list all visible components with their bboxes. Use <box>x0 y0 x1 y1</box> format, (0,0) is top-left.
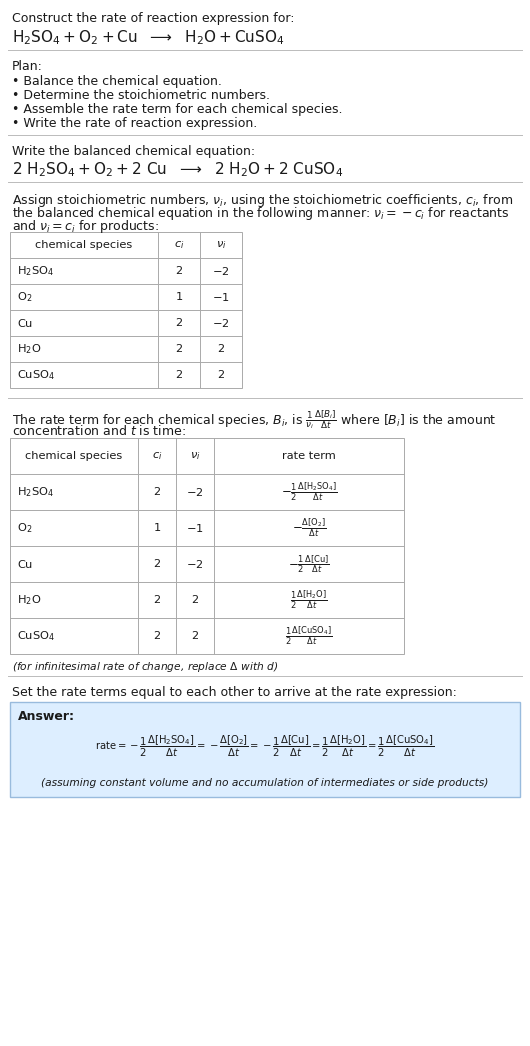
Text: Answer:: Answer: <box>18 710 75 723</box>
Text: $\mathrm{H_2SO_4}$: $\mathrm{H_2SO_4}$ <box>17 264 54 278</box>
Text: 2: 2 <box>154 631 161 641</box>
Text: (for infinitesimal rate of change, replace $\Delta$ with $d$): (for infinitesimal rate of change, repla… <box>12 660 278 674</box>
Text: 1: 1 <box>175 292 183 302</box>
Text: • Assemble the rate term for each chemical species.: • Assemble the rate term for each chemic… <box>12 103 342 116</box>
Text: $\mathrm{H_2O}$: $\mathrm{H_2O}$ <box>17 342 41 356</box>
Text: the balanced chemical equation in the following manner: $\nu_i = -c_i$ for react: the balanced chemical equation in the fo… <box>12 205 509 222</box>
Text: $\mathrm{H_2O}$: $\mathrm{H_2O}$ <box>17 593 41 607</box>
Text: Construct the rate of reaction expression for:: Construct the rate of reaction expressio… <box>12 12 295 25</box>
Text: 2: 2 <box>175 344 182 354</box>
Bar <box>10 438 404 654</box>
FancyBboxPatch shape <box>10 702 520 797</box>
Text: $\mathrm{O_2}$: $\mathrm{O_2}$ <box>17 290 32 304</box>
Text: 1: 1 <box>153 523 161 533</box>
Text: $\mathrm{Cu}$: $\mathrm{Cu}$ <box>17 317 33 329</box>
Text: • Determine the stoichiometric numbers.: • Determine the stoichiometric numbers. <box>12 89 270 103</box>
Text: $\mathrm{2\ H_2SO_4 + O_2 + 2\ Cu\ \ \longrightarrow\ \ 2\ H_2O + 2\ CuSO_4}$: $\mathrm{2\ H_2SO_4 + O_2 + 2\ Cu\ \ \lo… <box>12 160 343 179</box>
Text: $c_i$: $c_i$ <box>174 240 184 251</box>
Text: $\mathrm{H_2SO_4}$: $\mathrm{H_2SO_4}$ <box>17 485 54 499</box>
Text: 2: 2 <box>191 595 199 605</box>
Text: $\mathrm{CuSO_4}$: $\mathrm{CuSO_4}$ <box>17 368 55 382</box>
Text: $\frac{1}{2}\frac{\Delta[\mathrm{CuSO_4}]}{\Delta t}$: $\frac{1}{2}\frac{\Delta[\mathrm{CuSO_4}… <box>285 624 333 647</box>
Text: $\mathrm{O_2}$: $\mathrm{O_2}$ <box>17 521 32 535</box>
Text: rate term: rate term <box>282 451 336 461</box>
Text: $-$2: $-$2 <box>212 265 230 277</box>
Text: $\mathrm{rate} = -\dfrac{1}{2}\dfrac{\Delta[\mathrm{H_2SO_4}]}{\Delta t} = -\dfr: $\mathrm{rate} = -\dfrac{1}{2}\dfrac{\De… <box>95 734 435 759</box>
Bar <box>10 232 242 388</box>
Text: 2: 2 <box>154 595 161 605</box>
Text: 2: 2 <box>217 370 225 380</box>
Text: $\mathrm{CuSO_4}$: $\mathrm{CuSO_4}$ <box>17 629 55 643</box>
Text: $-$2: $-$2 <box>212 317 230 329</box>
Text: $\mathrm{Cu}$: $\mathrm{Cu}$ <box>17 558 33 570</box>
Text: 2: 2 <box>175 370 182 380</box>
Text: $-$1: $-$1 <box>212 291 230 303</box>
Text: 2: 2 <box>154 559 161 569</box>
Text: 2: 2 <box>154 487 161 497</box>
Text: $-\frac{1}{2}\frac{\Delta[\mathrm{Cu}]}{\Delta t}$: $-\frac{1}{2}\frac{\Delta[\mathrm{Cu}]}{… <box>288 553 330 575</box>
Text: $-$2: $-$2 <box>186 558 204 570</box>
Text: 2: 2 <box>175 318 182 328</box>
Text: $-$2: $-$2 <box>186 486 204 498</box>
Text: $-$1: $-$1 <box>186 522 204 535</box>
Text: Assign stoichiometric numbers, $\nu_i$, using the stoichiometric coefficients, $: Assign stoichiometric numbers, $\nu_i$, … <box>12 192 513 209</box>
Text: chemical species: chemical species <box>36 240 132 250</box>
Text: (assuming constant volume and no accumulation of intermediates or side products): (assuming constant volume and no accumul… <box>41 778 489 788</box>
Text: $c_i$: $c_i$ <box>152 450 162 462</box>
Text: 2: 2 <box>175 266 182 276</box>
Text: $-\frac{\Delta[\mathrm{O_2}]}{\Delta t}$: $-\frac{\Delta[\mathrm{O_2}]}{\Delta t}$ <box>292 517 326 540</box>
Text: Set the rate terms equal to each other to arrive at the rate expression:: Set the rate terms equal to each other t… <box>12 686 457 699</box>
Text: and $\nu_i = c_i$ for products:: and $\nu_i = c_i$ for products: <box>12 218 159 235</box>
Text: Plan:: Plan: <box>12 60 43 73</box>
Text: The rate term for each chemical species, $B_i$, is $\frac{1}{\nu_i}\frac{\Delta[: The rate term for each chemical species,… <box>12 408 497 431</box>
Text: • Balance the chemical equation.: • Balance the chemical equation. <box>12 75 222 88</box>
Text: 2: 2 <box>217 344 225 354</box>
Text: concentration and $t$ is time:: concentration and $t$ is time: <box>12 424 186 438</box>
Text: $-\frac{1}{2}\frac{\Delta[\mathrm{H_2SO_4}]}{\Delta t}$: $-\frac{1}{2}\frac{\Delta[\mathrm{H_2SO_… <box>281 481 337 503</box>
Text: $\frac{1}{2}\frac{\Delta[\mathrm{H_2O}]}{\Delta t}$: $\frac{1}{2}\frac{\Delta[\mathrm{H_2O}]}… <box>290 589 328 611</box>
Text: $\nu_i$: $\nu_i$ <box>216 240 226 251</box>
Text: 2: 2 <box>191 631 199 641</box>
Text: chemical species: chemical species <box>25 451 122 461</box>
Text: $\nu_i$: $\nu_i$ <box>190 450 200 462</box>
Text: Write the balanced chemical equation:: Write the balanced chemical equation: <box>12 145 255 158</box>
Text: • Write the rate of reaction expression.: • Write the rate of reaction expression. <box>12 117 257 130</box>
Text: $\mathrm{H_2SO_4 + O_2 + Cu\ \ \longrightarrow\ \ H_2O + CuSO_4}$: $\mathrm{H_2SO_4 + O_2 + Cu\ \ \longrigh… <box>12 28 285 47</box>
